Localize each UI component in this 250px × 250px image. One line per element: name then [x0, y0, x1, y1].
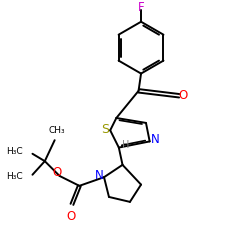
Text: O: O	[178, 89, 188, 102]
Text: H₃C: H₃C	[6, 147, 23, 156]
Text: N: N	[151, 133, 160, 146]
Text: CH₃: CH₃	[49, 126, 66, 135]
Text: H: H	[122, 140, 130, 150]
Text: O: O	[52, 166, 62, 178]
Text: F: F	[138, 1, 144, 14]
Text: H₃C: H₃C	[6, 172, 23, 181]
Text: O: O	[66, 210, 75, 223]
Text: N: N	[95, 169, 104, 182]
Text: S: S	[101, 122, 109, 136]
